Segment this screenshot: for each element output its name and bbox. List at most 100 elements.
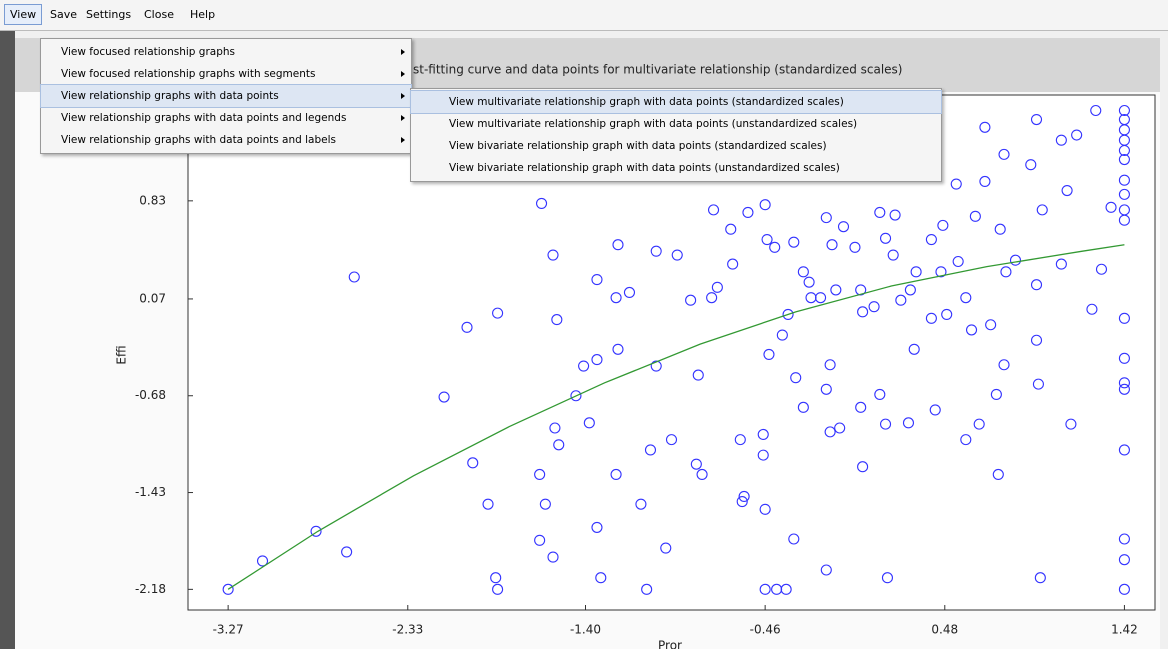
data-point: [1061, 184, 1073, 197]
submenu-item-label: View bivariate relationship graph with d…: [449, 140, 827, 152]
data-point: [570, 390, 582, 402]
data-point: [782, 308, 794, 320]
data-point: [1032, 378, 1044, 390]
data-point: [815, 292, 827, 304]
data-point: [874, 206, 886, 219]
data-point: [759, 583, 771, 595]
data-point: [902, 417, 915, 429]
data-point: [591, 354, 603, 366]
data-point: [857, 306, 869, 318]
y-tick-label: 0.07: [139, 291, 166, 305]
data-point: [990, 388, 1002, 400]
data-point: [534, 534, 546, 546]
menu-item[interactable]: View relationship graphs with data point…: [40, 84, 412, 108]
data-point: [797, 401, 809, 413]
data-point: [937, 219, 949, 231]
data-point: [904, 284, 916, 296]
menu-item-label: View relationship graphs with data point…: [61, 112, 347, 124]
menu-item[interactable]: View focused relationship graphs: [41, 41, 411, 63]
menu-item[interactable]: View relationship graphs with data point…: [41, 129, 411, 151]
x-axis-label: Pror: [658, 639, 682, 649]
data-point: [534, 468, 546, 481]
data-point: [1105, 201, 1117, 213]
menu-item-label: View focused relationship graphs with se…: [61, 68, 316, 80]
submenu-item-label: View multivariate relationship graph wit…: [449, 96, 844, 108]
data-point: [1025, 159, 1037, 171]
x-tick-label: 0.48: [931, 623, 958, 637]
data-point: [780, 583, 792, 595]
data-point: [879, 232, 892, 244]
data-point: [591, 274, 603, 286]
menu-close[interactable]: Close: [144, 8, 174, 21]
data-point: [665, 434, 678, 446]
x-tick-label: -3.27: [213, 623, 244, 637]
data-point: [759, 503, 771, 515]
data-point: [492, 583, 504, 595]
data-point: [547, 551, 559, 563]
data-point: [849, 241, 861, 253]
data-point: [438, 391, 450, 403]
data-point: [824, 359, 836, 371]
data-point: [1118, 583, 1130, 595]
menu-help[interactable]: Help: [190, 8, 216, 21]
data-point: [1030, 279, 1043, 291]
data-point: [660, 542, 672, 554]
data-point: [1086, 303, 1098, 315]
data-point: [1055, 134, 1067, 146]
data-point: [908, 343, 920, 355]
submenu-item[interactable]: View bivariate relationship graph with d…: [411, 157, 941, 179]
data-point: [887, 249, 899, 261]
menu-item[interactable]: View focused relationship graphs with se…: [41, 63, 411, 85]
submenu-item[interactable]: View multivariate relationship graph wit…: [411, 113, 941, 135]
data-point: [757, 449, 769, 461]
data-point: [790, 372, 802, 384]
data-point: [1118, 554, 1130, 566]
data-point: [692, 369, 704, 381]
data-point: [671, 249, 683, 261]
data-point: [834, 422, 846, 434]
data-point: [925, 312, 937, 324]
data-point: [1118, 533, 1130, 545]
menu-view[interactable]: View: [4, 4, 43, 25]
data-point: [696, 468, 708, 481]
data-point: [1118, 352, 1130, 364]
data-point: [895, 294, 907, 306]
x-tick-label: -0.46: [750, 623, 781, 637]
data-point: [788, 533, 800, 545]
data-point: [595, 572, 607, 584]
data-point: [1000, 266, 1012, 278]
submenu-item-label: View multivariate relationship graph wit…: [449, 118, 858, 130]
data-point: [742, 206, 754, 219]
menu-save[interactable]: Save: [50, 8, 78, 21]
data-point: [1118, 104, 1130, 117]
submenu-item[interactable]: View bivariate relationship graph with d…: [411, 135, 941, 157]
data-point: [935, 266, 947, 278]
menu-item[interactable]: View relationship graphs with data point…: [41, 107, 411, 129]
data-point: [952, 255, 964, 268]
y-tick-label: 0.83: [139, 193, 166, 207]
data-point: [1118, 153, 1130, 166]
menu-item-label: View focused relationship graphs: [61, 46, 235, 58]
data-point: [879, 418, 892, 430]
data-point: [1034, 572, 1046, 584]
data-point: [1118, 174, 1130, 186]
data-point: [551, 314, 563, 326]
submenu-item[interactable]: View multivariate relationship graph wit…: [410, 90, 942, 114]
data-point: [969, 210, 981, 222]
data-point: [348, 271, 360, 283]
data-point: [769, 241, 781, 253]
menu-settings[interactable]: Settings: [86, 8, 132, 21]
x-tick-label: -1.40: [570, 623, 601, 637]
data-point: [855, 401, 867, 413]
menu-item-label: View relationship graphs with data point…: [61, 90, 279, 102]
data-point: [826, 239, 838, 251]
data-point: [776, 329, 788, 341]
data-point: [492, 307, 504, 319]
data-point: [960, 292, 972, 304]
data-point: [1118, 377, 1130, 389]
data-point: [1118, 214, 1130, 226]
data-point: [824, 426, 836, 438]
data-point: [979, 175, 991, 188]
data-point: [788, 236, 800, 248]
